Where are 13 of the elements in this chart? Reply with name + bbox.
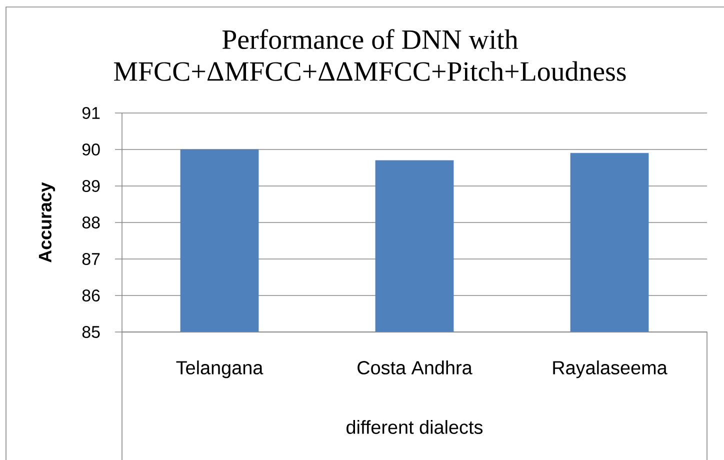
x-tick-label: Costa Andhra <box>358 360 472 374</box>
x-tick-label: Rayalaseema <box>553 360 668 378</box>
y-tick-label: 86 <box>82 290 100 302</box>
y-tick-label: 89 <box>82 180 100 192</box>
chart-title: Performance of DNN with MFCC+ΔMFCC+ΔΔMFCC+Pitch+Loudness <box>114 29 626 81</box>
y-tick-label: 87 <box>82 253 100 265</box>
y-axis-title: Accuracy <box>38 182 56 262</box>
y-tick-label: 88 <box>82 216 100 228</box>
x-tick-label: Telangana <box>176 360 264 378</box>
y-tick-label: 90 <box>82 144 100 156</box>
y-tick-label: 85 <box>82 326 100 338</box>
x-axis-title: different dialects <box>346 420 483 434</box>
y-tick-label: 91 <box>82 107 100 120</box>
